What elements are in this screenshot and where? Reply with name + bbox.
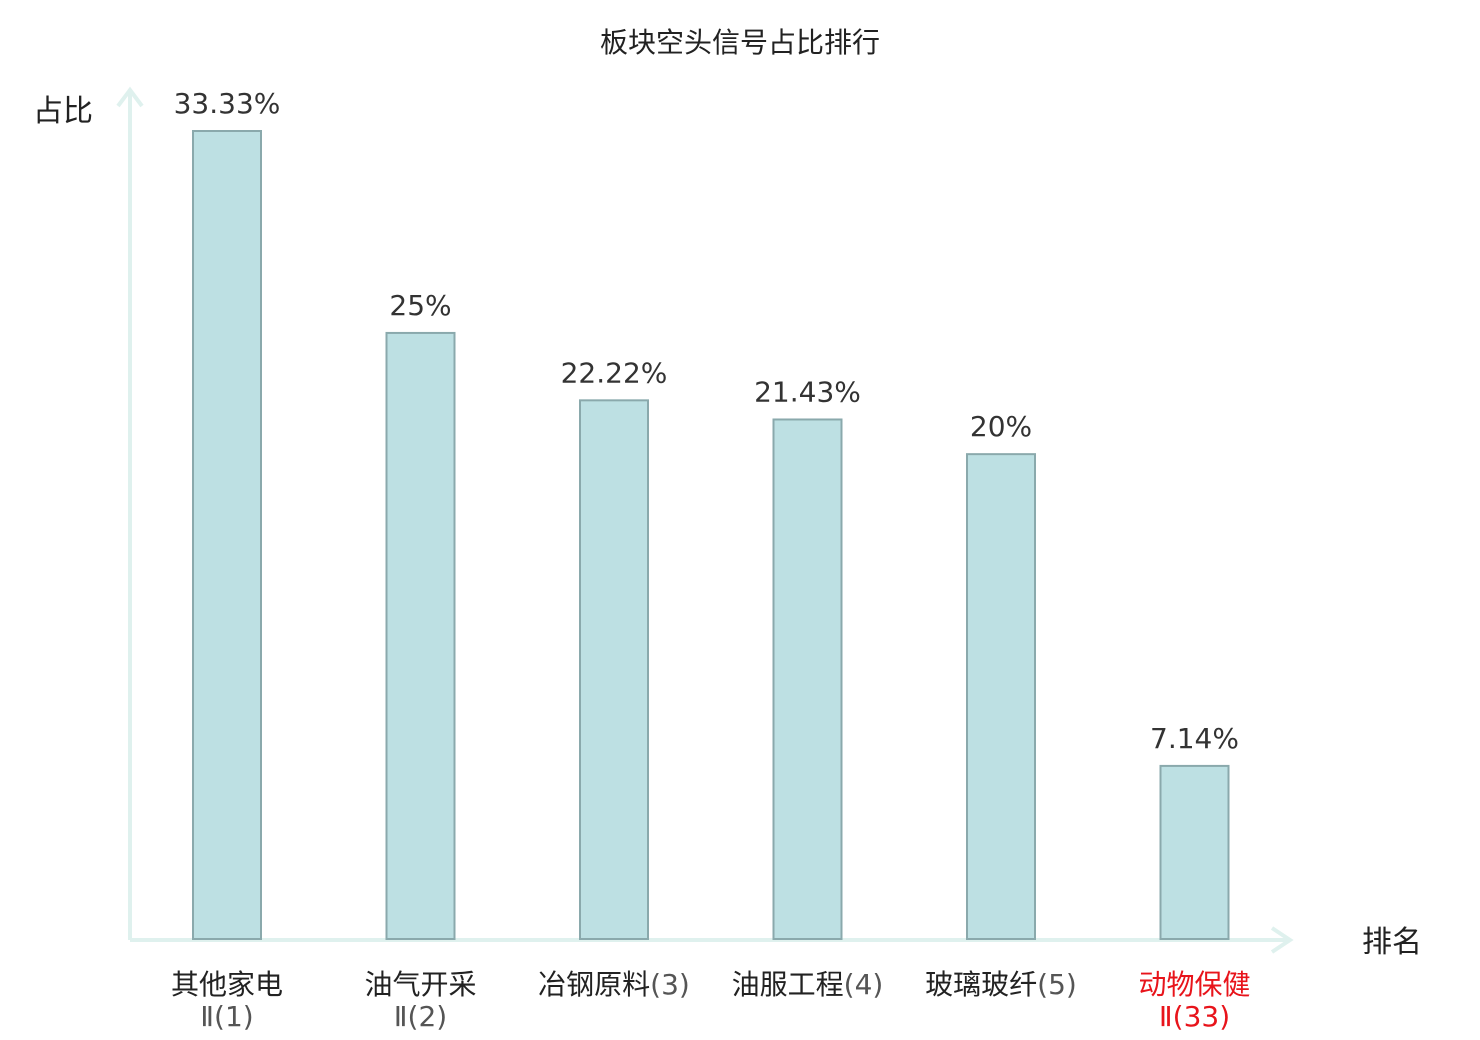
y-axis	[116, 86, 144, 940]
category-label-4: 油服工程(4)	[732, 968, 884, 1001]
value-label-5: 20%	[970, 410, 1032, 443]
value-label-1: 33.33%	[174, 87, 281, 120]
bar-5	[966, 453, 1036, 940]
category-rank-6: Ⅱ(33)	[1159, 1000, 1230, 1033]
category-label-1: 其他家电	[171, 968, 283, 1001]
bar-2	[385, 331, 456, 940]
category-label-6: 动物保健	[1138, 968, 1250, 1001]
category-label-3: 冶钢原料(3)	[538, 968, 690, 1001]
value-label-4: 21.43%	[754, 375, 861, 408]
bars-group	[192, 130, 1230, 941]
y-axis-label: 占比	[33, 94, 93, 129]
bar-3	[579, 399, 649, 941]
x-axis	[130, 926, 1294, 954]
chart-title: 板块空头信号占比排行	[600, 26, 880, 59]
category-rank-1: Ⅱ(1)	[200, 1000, 253, 1033]
bar-1	[192, 130, 262, 940]
bar-6	[1159, 764, 1230, 941]
value-label-6: 7.14%	[1150, 722, 1239, 755]
value-label-3: 22.22%	[561, 356, 668, 389]
value-label-2: 25%	[389, 289, 451, 322]
bar-4	[772, 418, 843, 940]
category-label-5: 玻璃玻纤(5)	[925, 968, 1077, 1001]
x-axis-label: 排名	[1362, 925, 1422, 960]
category-rank-2: Ⅱ(2)	[394, 1000, 447, 1033]
category-label-2: 油气开采	[364, 968, 476, 1001]
